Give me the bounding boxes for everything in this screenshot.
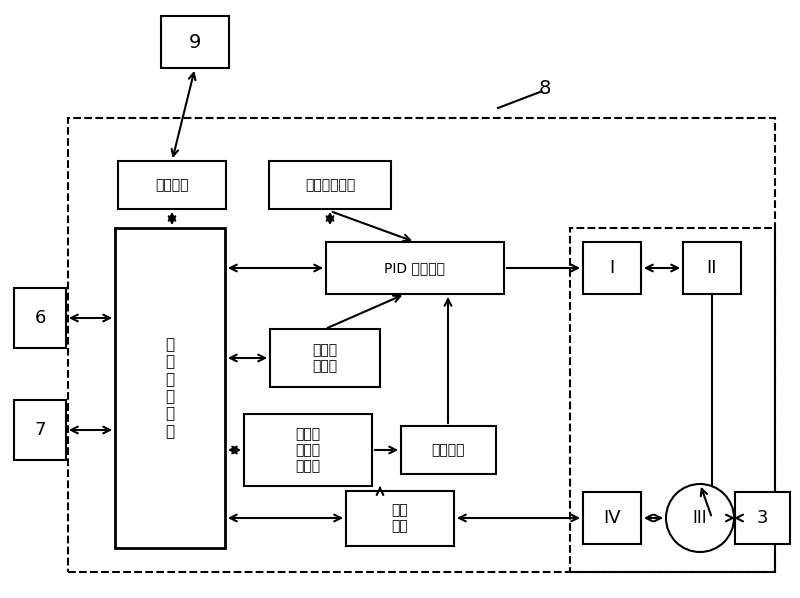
Text: II: II [706,259,718,277]
Text: 数据重
构单元: 数据重 构单元 [313,343,338,373]
Bar [115,228,225,548]
Text: 通讯单元: 通讯单元 [155,178,189,192]
Bar [68,118,775,572]
Text: 插补运算单元: 插补运算单元 [305,178,355,192]
Bar [734,492,790,544]
Text: 6: 6 [34,309,46,327]
Bar [270,329,380,387]
Bar [583,492,641,544]
Bar [570,228,775,572]
Bar [118,161,226,209]
Bar [14,400,66,460]
Bar [244,414,372,486]
Bar [326,242,504,294]
Bar [683,242,741,294]
Text: IV: IV [603,509,621,527]
Text: 计数
单元: 计数 单元 [392,503,408,533]
Text: III: III [693,509,707,527]
Bar [583,242,641,294]
Bar [161,16,229,68]
Bar [401,426,495,474]
Text: 中
心
控
制
单
元: 中 心 控 制 单 元 [166,337,174,439]
Text: 9: 9 [189,32,201,51]
Bar [346,490,454,545]
Text: 8: 8 [539,78,551,97]
Circle shape [666,484,734,552]
Text: I: I [610,259,614,277]
Bar [269,161,391,209]
Text: 故障检
测与隔
离单元: 故障检 测与隔 离单元 [295,427,321,473]
Text: 缓冲单元: 缓冲单元 [431,443,465,457]
Bar [14,288,66,348]
Text: 7: 7 [34,421,46,439]
Text: PID 控制单元: PID 控制单元 [385,261,446,275]
Text: 3: 3 [756,509,768,527]
